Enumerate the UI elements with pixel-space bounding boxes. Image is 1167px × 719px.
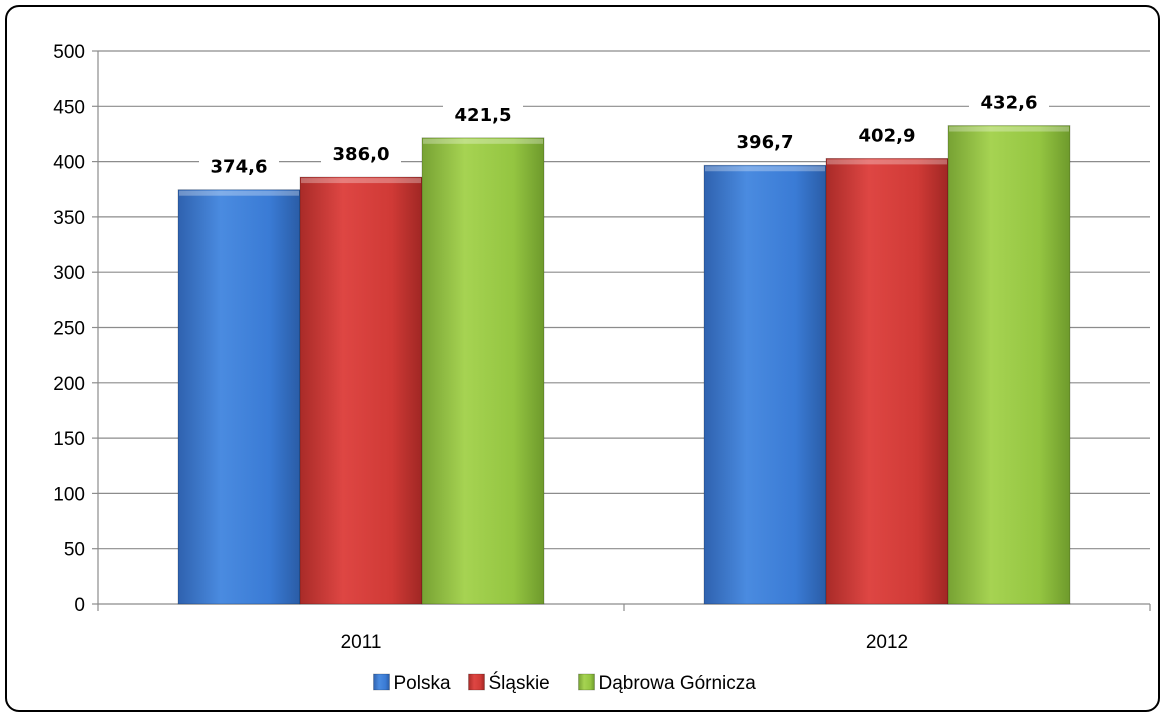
legend-swatch — [578, 673, 595, 691]
y-tick-label: 50 — [64, 540, 85, 561]
legend-swatch — [468, 673, 485, 691]
data-label-bg — [443, 101, 523, 128]
legend: Polska Śląskie Dąbrowa Górnicza — [373, 672, 757, 694]
data-label: 374,6 — [211, 157, 268, 178]
bar-highlight — [705, 166, 825, 172]
bars — [177, 125, 1071, 605]
bar-highlight — [301, 178, 421, 184]
legend-label: Dąbrowa Górnicza — [599, 673, 757, 694]
legend-item-dąbrowa-górnicza: Dąbrowa Górnicza — [578, 673, 757, 694]
bar-2011-polska — [177, 189, 301, 605]
x-tick-label: 2011 — [341, 632, 382, 653]
data-label: 432,6 — [981, 93, 1038, 114]
bar — [825, 157, 949, 605]
data-label: 421,5 — [455, 105, 512, 126]
bar-2012-śląskie — [825, 157, 949, 605]
legend-item-polska: Polska — [373, 673, 451, 694]
bar — [703, 164, 827, 605]
bar — [421, 137, 545, 605]
bar-highlight — [827, 159, 947, 165]
bar-2012-dąbrowa-górnicza — [947, 125, 1071, 605]
y-tick-label: 100 — [53, 484, 85, 505]
bar — [947, 125, 1071, 605]
bar-2011-dąbrowa-górnicza — [421, 137, 545, 605]
y-tick-label: 200 — [53, 374, 85, 395]
data-label-bg — [199, 153, 279, 180]
bar — [299, 176, 423, 605]
y-tick-label: 500 — [53, 42, 85, 63]
bar-highlight — [423, 138, 543, 144]
y-tick-label: 350 — [53, 208, 85, 229]
data-label: 402,9 — [859, 125, 916, 146]
y-tick-label: 150 — [53, 429, 85, 450]
data-label-bg — [969, 89, 1049, 116]
y-tick-label: 250 — [53, 319, 85, 340]
data-labels: 374,6 386,0 421,5 396,7 402,9 432,6 — [199, 89, 1049, 180]
data-label: 386,0 — [333, 144, 390, 165]
legend-swatch — [373, 673, 390, 691]
y-tick-label: 300 — [53, 263, 85, 284]
bar-2012-polska — [703, 164, 827, 605]
y-tick-label: 400 — [53, 153, 85, 174]
bar — [177, 189, 301, 605]
data-label: 396,7 — [737, 132, 794, 153]
bar-highlight — [179, 190, 299, 196]
y-tick-label: 0 — [74, 595, 85, 616]
x-tick-label: 2012 — [866, 632, 908, 653]
legend-item-śląskie: Śląskie — [468, 672, 550, 694]
data-label-bg — [847, 122, 927, 149]
legend-label: Polska — [394, 673, 451, 694]
legend-label: Śląskie — [489, 672, 550, 694]
data-label-bg — [321, 141, 401, 168]
data-label-bg — [725, 129, 805, 156]
y-tick-label: 450 — [53, 97, 85, 118]
bar-2011-śląskie — [299, 176, 423, 605]
bar-highlight — [949, 126, 1069, 132]
